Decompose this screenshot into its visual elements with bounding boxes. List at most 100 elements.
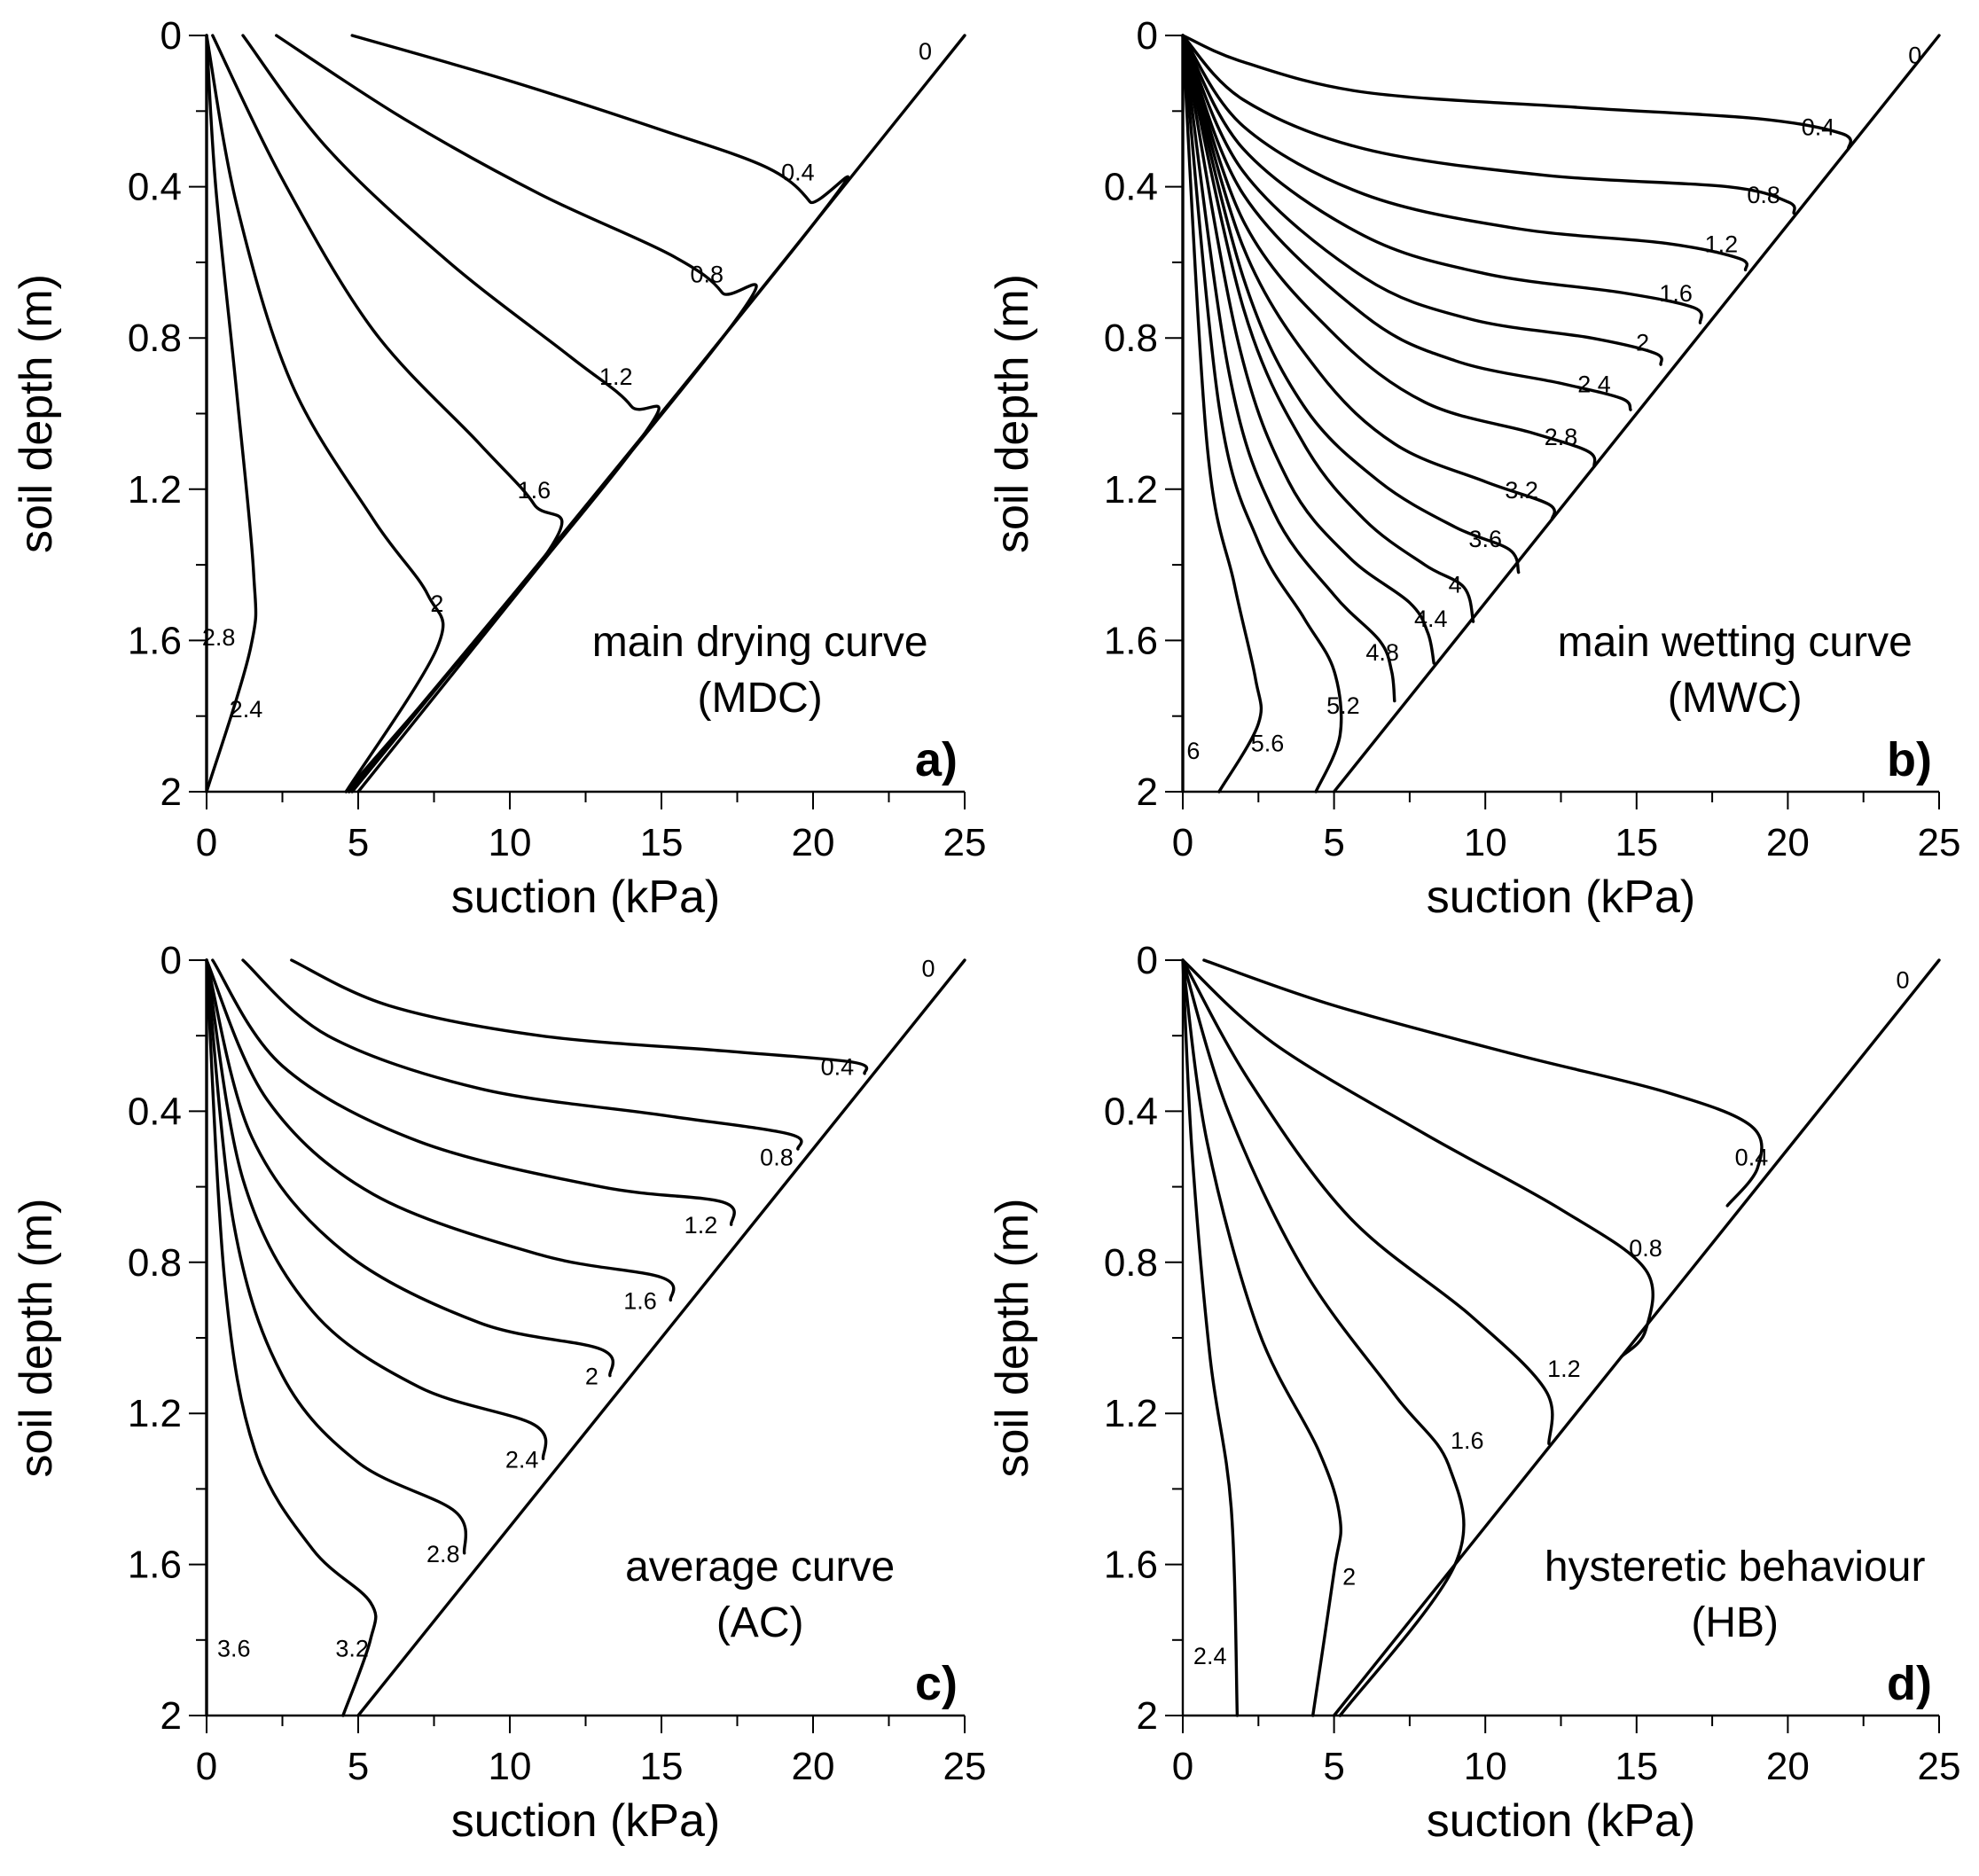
y-tick-label: 2	[160, 1694, 182, 1738]
x-tick-label: 0	[1172, 1745, 1193, 1788]
panel-title: main wetting curve	[1558, 619, 1913, 666]
curve-t-1.6	[205, 958, 676, 1302]
curve-t-0.4	[1181, 34, 1852, 151]
y-tick-label: 0	[1137, 939, 1158, 982]
x-tick-label: 15	[1615, 821, 1658, 864]
x-tick-label: 20	[1766, 821, 1810, 864]
y-tick-label: 0.8	[1104, 1241, 1158, 1285]
x-tick-label: 25	[1918, 1745, 1961, 1788]
y-axis-title: soil depth (m)	[987, 1199, 1038, 1478]
curve-label: 2.4	[505, 1446, 539, 1473]
y-tick-label: 1.2	[128, 468, 182, 512]
curve-t-0.8	[1181, 958, 1654, 1358]
x-tick-label: 15	[640, 1745, 684, 1788]
y-tick-label: 0.4	[1104, 1090, 1158, 1133]
curve-t-2.8	[1181, 34, 1597, 468]
curve-t-3.2	[205, 958, 378, 1717]
x-tick-label: 5	[1323, 821, 1344, 864]
curve-label: 1.6	[1451, 1427, 1484, 1454]
curve-label: 1.2	[1705, 231, 1739, 258]
curve-label: 4	[1449, 571, 1462, 598]
curve-t-1.2	[1181, 958, 1554, 1445]
curve-label: 2	[585, 1364, 598, 1390]
curve-t-3.2	[1181, 34, 1557, 521]
curve-t-2	[205, 34, 445, 793]
y-tick-label: 1.2	[128, 1392, 182, 1435]
curve-t-0.4	[1202, 958, 1764, 1208]
y-tick-label: 0.8	[1104, 317, 1158, 360]
y-tick-label: 1.6	[128, 1544, 182, 1587]
curve-label: 3.2	[335, 1635, 369, 1661]
curve-t-0	[356, 958, 966, 1717]
y-tick-label: 0	[160, 14, 182, 58]
curve-label: 4.4	[1414, 606, 1448, 632]
x-tick-label: 25	[943, 821, 987, 864]
curve-label: 3.6	[1468, 526, 1502, 552]
x-tick-label: 20	[792, 1745, 835, 1788]
curve-t-5.6	[1181, 34, 1263, 793]
curve-label: 4.8	[1365, 639, 1399, 666]
curve-t-1.2	[211, 958, 736, 1226]
y-tick-label: 0.4	[128, 1090, 182, 1133]
curve-t-4.4	[1181, 34, 1435, 665]
curve-label: 2.4	[1193, 1643, 1227, 1669]
y-axis-title: soil depth (m)	[987, 274, 1038, 553]
curve-label: 0.4	[1735, 1145, 1769, 1171]
curve-t-1.6	[211, 34, 564, 793]
curve-label: 0	[1908, 42, 1921, 68]
curve-label: 6	[1186, 738, 1200, 764]
y-tick-label: 0.4	[1104, 166, 1158, 209]
y-tick-label: 0	[1137, 14, 1158, 58]
curve-label: 1.6	[518, 477, 551, 504]
y-tick-label: 0.8	[128, 317, 182, 360]
curve-label: 3.6	[217, 1635, 251, 1661]
x-tick-label: 10	[1464, 1745, 1507, 1788]
curve-label: 1.6	[623, 1287, 657, 1314]
y-tick-label: 1.2	[1104, 1392, 1158, 1435]
x-tick-label: 5	[348, 1745, 369, 1788]
panel-letter: d)	[1887, 1657, 1932, 1710]
curve-label: 1.2	[599, 363, 633, 390]
curve-t-0.8	[241, 958, 803, 1151]
curve-t-4	[1181, 34, 1475, 623]
curve-t-2	[1181, 958, 1342, 1717]
x-tick-label: 5	[1323, 1745, 1344, 1788]
curve-t-5.2	[1181, 34, 1343, 793]
curve-t-4.8	[1181, 34, 1396, 703]
x-axis-title: suction (kPa)	[1427, 872, 1695, 923]
x-tick-label: 0	[196, 1745, 217, 1788]
curve-label: 0.8	[1629, 1235, 1662, 1262]
panel-subtitle: (HB)	[1691, 1599, 1779, 1646]
curve-label: 2.8	[1545, 424, 1578, 450]
y-tick-label: 0.8	[128, 1241, 182, 1285]
x-tick-label: 15	[640, 821, 684, 864]
x-tick-label: 15	[1615, 1745, 1658, 1788]
x-tick-label: 25	[943, 1745, 987, 1788]
curve-t-2.4	[205, 34, 258, 793]
curve-label: 0.8	[760, 1145, 794, 1171]
curve-label: 0.8	[691, 262, 724, 288]
curve-label: 0	[919, 38, 932, 65]
curve-label: 0.4	[821, 1053, 855, 1080]
panel-subtitle: (MWC)	[1668, 675, 1803, 722]
x-tick-label: 20	[792, 821, 835, 864]
curve-label: 1.2	[1547, 1356, 1581, 1382]
x-tick-label: 5	[348, 821, 369, 864]
y-axis-title: soil depth (m)	[11, 274, 62, 553]
curve-t-0	[1332, 958, 1941, 1717]
panel-subtitle: (MDC)	[698, 675, 823, 722]
x-axis-title: suction (kPa)	[451, 1795, 720, 1847]
curve-t-1.2	[241, 34, 661, 793]
panel-letter: c)	[915, 1657, 958, 1710]
y-tick-label: 1.6	[128, 619, 182, 662]
x-tick-label: 0	[196, 821, 217, 864]
y-tick-label: 2	[160, 770, 182, 814]
x-tick-label: 0	[1172, 821, 1193, 864]
curve-t-2	[1181, 34, 1663, 366]
curve-t-2.8	[205, 958, 468, 1555]
curve-t-2.4	[1181, 34, 1632, 411]
